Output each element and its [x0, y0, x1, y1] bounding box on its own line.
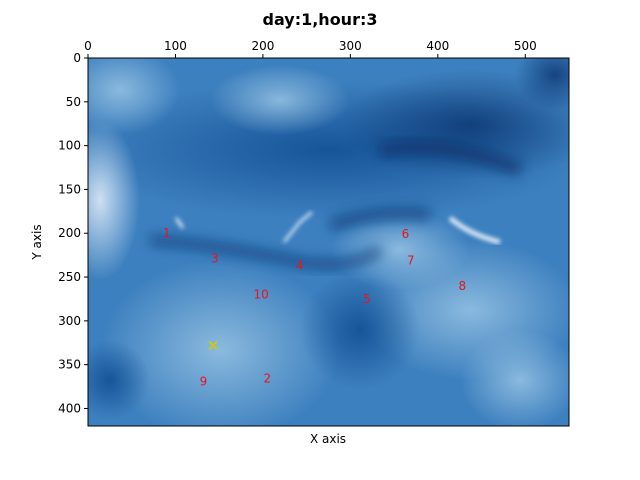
point-label-4: 4	[296, 259, 304, 273]
y-tick-label: 250	[58, 270, 81, 284]
chart-title: day:1,hour:3	[263, 10, 378, 29]
y-tick-label: 400	[58, 401, 81, 415]
plot-frame	[87, 57, 570, 427]
x-tick-label: 0	[84, 39, 92, 53]
x-axis-label: X axis	[310, 432, 346, 446]
x-tick-label: 300	[339, 39, 362, 53]
y-tick-label: 0	[73, 51, 81, 65]
point-label-6: 6	[402, 227, 410, 241]
point-label-3: 3	[211, 252, 219, 266]
y-tick-label: 200	[58, 226, 81, 240]
point-label-2: 2	[263, 372, 271, 386]
y-tick-label: 150	[58, 182, 81, 196]
x-tick-label: 400	[426, 39, 449, 53]
x-marker	[208, 340, 218, 351]
y-axis-ticks: 0 50 100 150 200 250 300 350 400	[58, 51, 88, 415]
x-tick-label: 500	[514, 39, 537, 53]
heatmap-field	[88, 58, 569, 426]
point-labels: 1 2 3 4 5 6 7 8 9 10	[163, 226, 466, 388]
y-tick-label: 50	[66, 95, 81, 109]
y-tick-label: 350	[58, 358, 81, 372]
y-tick-label: 100	[58, 139, 81, 153]
point-label-10: 10	[254, 288, 269, 302]
point-label-5: 5	[363, 292, 371, 306]
point-label-7: 7	[407, 253, 415, 267]
y-axis-label: Y axis	[30, 224, 44, 260]
x-axis-ticks: 0 100 200 300 400 500	[84, 39, 537, 58]
point-label-9: 9	[200, 374, 208, 388]
x-tick-label: 200	[251, 39, 274, 53]
x-tick-label: 100	[164, 39, 187, 53]
marker-layer	[208, 340, 218, 351]
point-label-1: 1	[163, 226, 171, 240]
point-label-8: 8	[458, 279, 466, 293]
y-tick-label: 300	[58, 314, 81, 328]
